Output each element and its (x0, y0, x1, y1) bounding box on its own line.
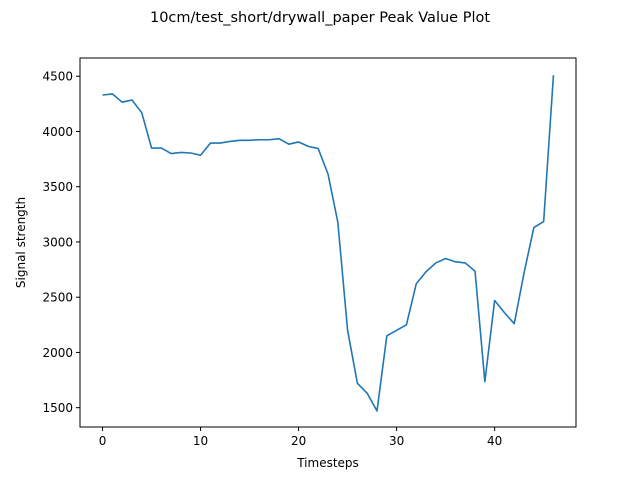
y-axis: 1500 2000 2500 3000 3500 4000 4500 (42, 70, 80, 415)
y-tick-label: 4000 (42, 125, 73, 139)
x-tick-label: 10 (193, 434, 208, 448)
data-line-0 (102, 75, 555, 412)
y-tick-label: 3500 (42, 180, 73, 194)
axes-frame (79, 57, 577, 428)
plot-area (102, 75, 555, 412)
x-tick-label: 0 (99, 434, 107, 448)
y-tick-label: 2500 (42, 291, 73, 305)
y-tick-label: 4500 (42, 70, 73, 84)
x-axis-label: Timesteps (296, 456, 359, 470)
y-tick-label: 3000 (42, 235, 73, 249)
x-tick-label: 40 (487, 434, 502, 448)
x-tick-label: 30 (389, 434, 404, 448)
y-tick-label: 1500 (42, 401, 73, 415)
x-tick-label: 20 (291, 434, 306, 448)
y-axis-label: Signal strength (14, 197, 28, 288)
y-tick-label: 2000 (42, 346, 73, 360)
chart-title: 10cm/test_short/drywall_paper Peak Value… (150, 10, 490, 26)
x-axis: 0 10 20 30 40 (99, 427, 502, 448)
